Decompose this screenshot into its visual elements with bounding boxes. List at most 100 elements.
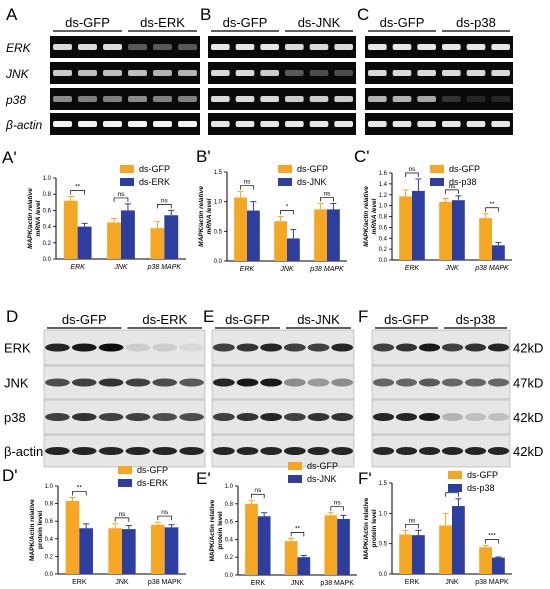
x-tick-label: p38 MAPK (475, 579, 509, 586)
y-tick-label: 0.0 (45, 572, 54, 578)
blot-band (152, 378, 178, 387)
protein-chart-F': F' 0.0 0.5 1.0 1.5 MAPK/Actin relativeprotein… (358, 469, 512, 586)
gel-band (128, 96, 147, 102)
y-axis-label-line: mRNA level (206, 198, 213, 234)
significance-bracket (445, 492, 459, 497)
gel-band (334, 121, 353, 127)
group-label: ds-JNK (298, 15, 341, 30)
gel-strip (50, 113, 200, 135)
gel-band (417, 121, 436, 127)
gel-band (211, 96, 230, 102)
legend-label: ds-JNK (307, 474, 337, 484)
bar-ds-gfp (479, 218, 492, 260)
blot-band (236, 378, 259, 387)
legend-swatch (278, 178, 292, 186)
gel-band (417, 44, 436, 50)
significance-label: ** (489, 201, 495, 208)
y-tick-label: 1.0 (225, 484, 234, 490)
gel-band (78, 44, 97, 50)
blot-band (464, 343, 487, 352)
significance-label: ns (254, 487, 262, 494)
blot-band (283, 343, 306, 352)
significance-label: ns (409, 517, 417, 524)
gel-band (417, 70, 436, 76)
blot-band (487, 343, 510, 352)
x-tick-label: JNK (115, 579, 129, 586)
gel-strip (365, 62, 513, 84)
significance-bracket (485, 207, 499, 212)
blot-band (125, 343, 151, 352)
blot-band (236, 413, 259, 421)
blot-band (98, 378, 124, 387)
significance-bracket (330, 506, 344, 511)
bar-ds-kd (492, 245, 505, 260)
y-axis-label-line: protein level (37, 511, 44, 549)
legend-label: ds-GFP (139, 164, 170, 174)
legend-swatch (288, 475, 302, 483)
blot-strip (211, 399, 355, 435)
blot-band (260, 413, 283, 421)
gel-band (103, 44, 122, 50)
size-label: 42kD (513, 444, 543, 459)
mrna-chart-C': C' 0.0 0.2 0.4 0.6 0.8 1.0 1.2 1.4 1.6 MAPK/actin … (354, 147, 512, 272)
y-tick-label: 0.8 (43, 192, 52, 198)
blot-band (464, 447, 487, 455)
legend-swatch (448, 484, 462, 492)
significance-label: ns (334, 500, 342, 507)
blot-band (212, 413, 235, 421)
blot-band (71, 343, 97, 352)
bar-ds-gfp (150, 228, 165, 259)
blot-band (212, 447, 235, 455)
group-label: ds-ERK (140, 15, 185, 30)
bar-ds-kd (164, 527, 179, 574)
y-axis-label: MAPK/Actin relativeprotein level (209, 499, 224, 561)
bar-ds-gfp (65, 500, 80, 574)
gel-band (128, 121, 147, 127)
y-tick-label: 0.2 (225, 555, 234, 561)
x-tick-label: p38 MAPK (309, 266, 344, 273)
gel-band (417, 96, 436, 102)
blot-band (283, 413, 306, 421)
y-axis-label: MAPK/Actin relativeprotein level (363, 497, 378, 559)
panel-letter: E' (196, 469, 211, 488)
gel-band (466, 96, 486, 102)
blot-strip (43, 434, 206, 468)
legend-label: ds-GFP (297, 164, 328, 174)
bar-ds-gfp (245, 503, 258, 575)
blot-band (418, 378, 441, 387)
gel-band (78, 121, 97, 127)
blot-strip (371, 329, 511, 366)
significance-bracket (157, 204, 172, 209)
gel-band (211, 44, 230, 50)
gel-strip (365, 113, 513, 135)
y-tick-label: 0.8 (225, 502, 234, 508)
blot-band (179, 378, 204, 387)
gel-band (334, 44, 353, 50)
bar-ds-gfp (439, 525, 452, 574)
gel-band (491, 70, 510, 76)
significance-bracket (157, 515, 172, 521)
y-tick-label: 1.5 (214, 170, 223, 176)
blot-band (98, 413, 124, 421)
group-label: ds-GFP (65, 15, 110, 30)
significance-label: ns (449, 183, 457, 190)
y-tick-label: 0.4 (379, 236, 388, 242)
significance-label: ** (77, 484, 83, 491)
blot-band (283, 447, 306, 455)
blot-strip (371, 399, 511, 435)
row-label: β-actin (4, 444, 43, 459)
row-label: p38 (5, 93, 26, 107)
significance-bracket (405, 172, 419, 177)
gel-band (78, 70, 97, 76)
row-label: JNK (5, 67, 30, 81)
bar-ds-gfp (439, 201, 452, 260)
x-tick-label: p38 MAPK (474, 265, 509, 272)
significance-label: ns (244, 179, 252, 186)
gel-band (128, 44, 147, 50)
blot-band (260, 343, 283, 352)
